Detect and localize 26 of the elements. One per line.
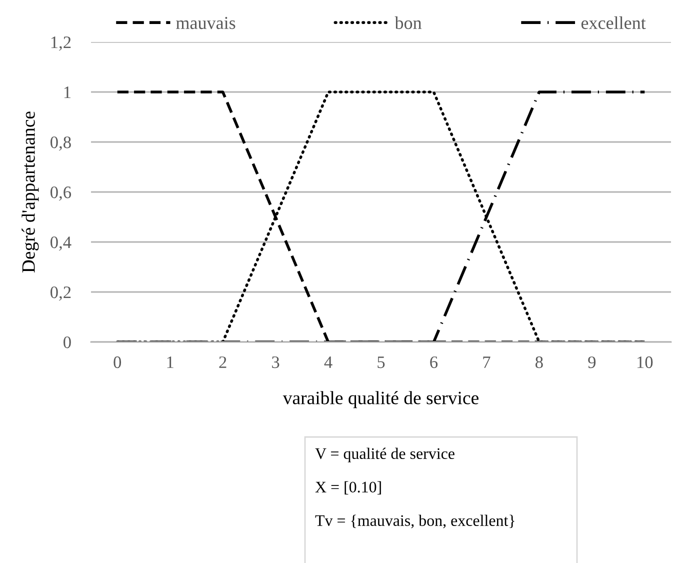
text: X = [0.10] xyxy=(315,481,381,494)
y-tick-label: 0 xyxy=(64,336,71,348)
x-tick-label: 7 xyxy=(483,356,490,368)
legend-label: bon xyxy=(394,16,422,30)
x-tick-label: 6 xyxy=(430,356,438,368)
y-tick-label: 0,4 xyxy=(50,236,72,251)
x-tick-label: 3 xyxy=(272,356,280,368)
x-tick-label: 8 xyxy=(536,356,543,368)
y-tick-label: 0,6 xyxy=(50,186,72,201)
text: V = qualité de service xyxy=(315,448,454,462)
x-tick-label: 4 xyxy=(324,356,332,368)
x-axis-title: varaible qualité de service xyxy=(282,391,478,408)
text: Tv = {mauvais, bon, excellent} xyxy=(315,514,514,528)
legend-label: excellent xyxy=(581,16,646,30)
y-tick-label: 1,2 xyxy=(51,36,71,51)
x-tick-label: 5 xyxy=(378,356,385,368)
x-tick-label: 0 xyxy=(114,356,122,368)
x-tick-label: 1 xyxy=(167,356,174,368)
y-tick-label: 1 xyxy=(64,86,71,98)
y-axis-title: Degré d'appartenance xyxy=(22,112,39,273)
x-tick-label: 10 xyxy=(637,356,653,368)
legend-label: mauvais xyxy=(176,16,236,30)
x-tick-label: 2 xyxy=(219,356,226,368)
x-tick-label: 9 xyxy=(588,356,596,368)
y-tick-label: 0,2 xyxy=(50,286,71,301)
y-tick-label: 0,8 xyxy=(50,136,71,151)
